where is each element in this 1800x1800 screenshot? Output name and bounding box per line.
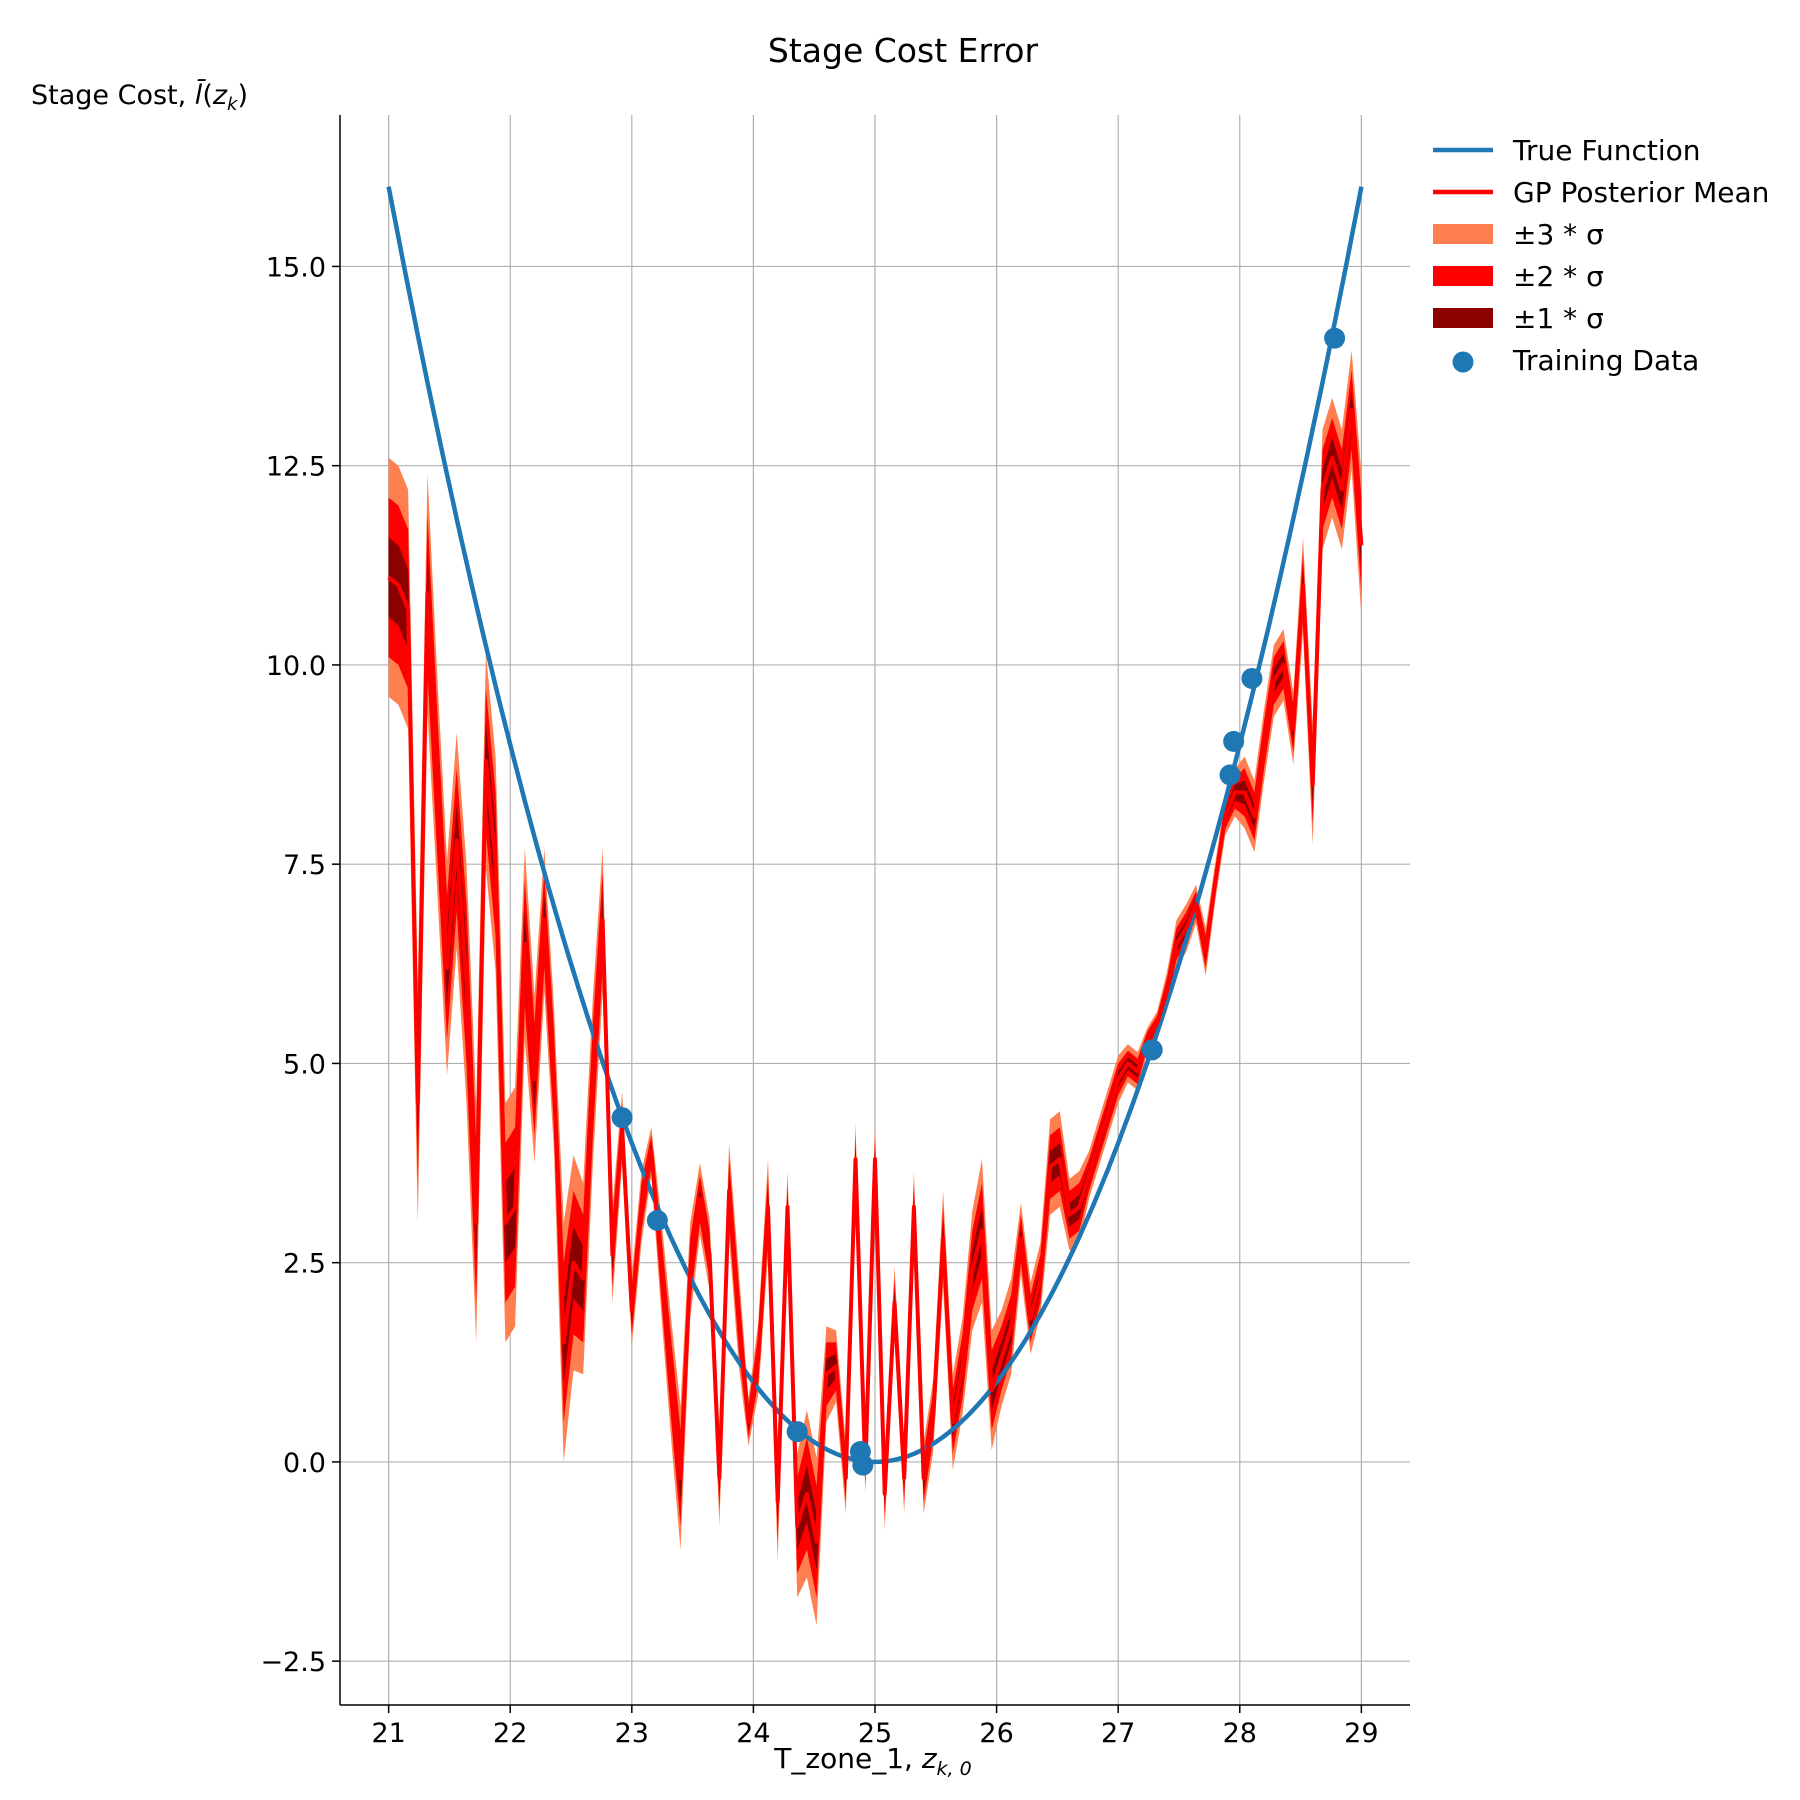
gp-mean-line <box>387 407 1364 1544</box>
y-tick-label: 7.5 <box>283 850 326 881</box>
legend-label: ±3 * σ <box>1513 218 1604 251</box>
legend-label: ±1 * σ <box>1513 302 1604 335</box>
x-tick-label: 28 <box>1223 1718 1257 1749</box>
x-tick-label: 27 <box>1101 1718 1135 1749</box>
x-tick-label: 22 <box>493 1718 527 1749</box>
x-tick-label: 24 <box>736 1718 770 1749</box>
gp-mean-layer <box>387 407 1364 1544</box>
legend-label: GP Posterior Mean <box>1513 176 1769 209</box>
legend-label: True Function <box>1512 134 1700 167</box>
training-point <box>646 1209 668 1231</box>
x-tick-label: 26 <box>979 1718 1013 1749</box>
y-tick-label: 5.0 <box>283 1049 326 1080</box>
y-tick-label: 10.0 <box>266 651 326 682</box>
chart-title: Stage Cost Error <box>768 31 1039 70</box>
x-ticks: 21 22 23 24 25 26 27 28 29 <box>371 1705 1379 1749</box>
training-point <box>1241 667 1263 689</box>
x-tick-label: 21 <box>371 1718 405 1749</box>
legend-label: ±2 * σ <box>1513 260 1604 293</box>
y-tick-label: 0.0 <box>283 1448 326 1479</box>
training-points <box>611 327 1346 1476</box>
x-tick-label: 29 <box>1344 1718 1378 1749</box>
grid <box>340 115 1410 1705</box>
y-tick-label: 15.0 <box>266 252 326 283</box>
y-tick-label: 12.5 <box>266 452 326 483</box>
training-point <box>1141 1039 1163 1061</box>
training-point <box>1223 730 1245 752</box>
y-ticks: −2.5 0.0 2.5 5.0 7.5 10.0 12.5 15.0 <box>260 252 340 1678</box>
y-tick-label: 2.5 <box>283 1249 326 1280</box>
x-tick-label: 25 <box>858 1718 892 1749</box>
legend-patch-swatch <box>1433 224 1493 244</box>
x-tick-label: 23 <box>615 1718 649 1749</box>
training-point <box>611 1107 633 1129</box>
legend: True Function GP Posterior Mean ±3 * σ ±2 *… <box>1433 134 1769 377</box>
true-function-layer <box>386 186 1364 1465</box>
legend-marker-swatch <box>1452 351 1474 373</box>
legend-patch-swatch <box>1433 308 1493 328</box>
training-point <box>786 1421 808 1443</box>
training-point <box>852 1454 874 1476</box>
training-point <box>1219 764 1241 786</box>
y-axis-label: Stage Cost, l̄(zk) <box>31 79 248 115</box>
legend-label: Training Data <box>1512 344 1699 377</box>
legend-patch-swatch <box>1433 266 1493 286</box>
true-function-line <box>386 186 1364 1465</box>
y-tick-label: −2.5 <box>260 1647 326 1678</box>
training-point <box>1324 327 1346 349</box>
